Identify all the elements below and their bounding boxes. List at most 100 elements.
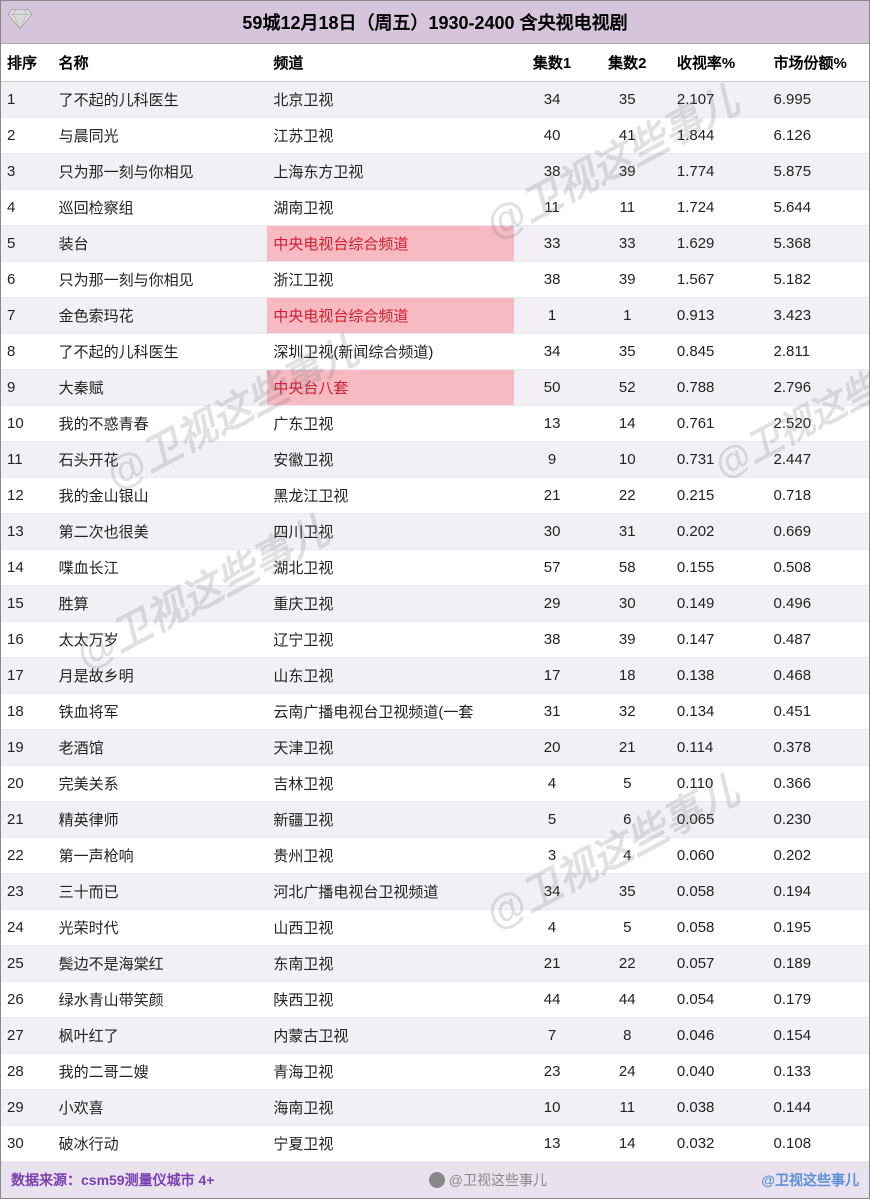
cell-name: 只为那一刻与你相见 bbox=[53, 154, 268, 190]
cell-channel: 贵州卫视 bbox=[267, 838, 514, 874]
cell-ep1: 21 bbox=[514, 478, 589, 514]
cell-channel: 北京卫视 bbox=[267, 82, 514, 118]
cell-share: 0.508 bbox=[762, 550, 869, 586]
cell-channel: 深圳卫视(新闻综合频道) bbox=[267, 334, 514, 370]
cell-channel: 青海卫视 bbox=[267, 1054, 514, 1090]
footer-weibo-text: @卫视这些事儿 bbox=[449, 1170, 547, 1190]
cell-ep1: 34 bbox=[514, 874, 589, 910]
cell-rank: 17 bbox=[1, 658, 53, 694]
cell-channel: 河北广播电视台卫视频道 bbox=[267, 874, 514, 910]
cell-name: 我的二哥二嫂 bbox=[53, 1054, 268, 1090]
cell-rating: 0.155 bbox=[665, 550, 762, 586]
cell-rating: 0.114 bbox=[665, 730, 762, 766]
cell-ep1: 4 bbox=[514, 766, 589, 802]
cell-share: 0.179 bbox=[762, 982, 869, 1018]
cell-name: 鬓边不是海棠红 bbox=[53, 946, 268, 982]
cell-rating: 0.138 bbox=[665, 658, 762, 694]
cell-name: 完美关系 bbox=[53, 766, 268, 802]
cell-ep1: 7 bbox=[514, 1018, 589, 1054]
table-row: 13第二次也很美四川卫视30310.2020.669 bbox=[1, 514, 869, 550]
cell-ep2: 52 bbox=[590, 370, 665, 406]
footer-weibo: @卫视这些事儿 bbox=[429, 1170, 547, 1190]
cell-share: 0.189 bbox=[762, 946, 869, 982]
cell-rank: 28 bbox=[1, 1054, 53, 1090]
cell-share: 2.447 bbox=[762, 442, 869, 478]
cell-rank: 9 bbox=[1, 370, 53, 406]
cell-ep1: 30 bbox=[514, 514, 589, 550]
cell-channel: 山东卫视 bbox=[267, 658, 514, 694]
ratings-table-container: 59城12月18日（周五）1930-2400 含央视电视剧 排序 名称 频道 集… bbox=[0, 0, 870, 1199]
table-row: 4巡回检察组湖南卫视11111.7245.644 bbox=[1, 190, 869, 226]
cell-name: 铁血将军 bbox=[53, 694, 268, 730]
col-header-rating: 收视率% bbox=[665, 44, 762, 82]
cell-share: 0.108 bbox=[762, 1126, 869, 1162]
cell-rank: 30 bbox=[1, 1126, 53, 1162]
cell-rating: 1.844 bbox=[665, 118, 762, 154]
cell-ep2: 1 bbox=[590, 298, 665, 334]
cell-channel: 云南广播电视台卫视频道(一套 bbox=[267, 694, 514, 730]
cell-rating: 1.774 bbox=[665, 154, 762, 190]
col-header-rank: 排序 bbox=[1, 44, 53, 82]
cell-rating: 1.567 bbox=[665, 262, 762, 298]
cell-rank: 4 bbox=[1, 190, 53, 226]
cell-rating: 0.038 bbox=[665, 1090, 762, 1126]
table-row: 26绿水青山带笑颜陕西卫视44440.0540.179 bbox=[1, 982, 869, 1018]
cell-ep2: 5 bbox=[590, 766, 665, 802]
table-row: 8了不起的儿科医生深圳卫视(新闻综合频道)34350.8452.811 bbox=[1, 334, 869, 370]
cell-ep2: 6 bbox=[590, 802, 665, 838]
cell-rating: 0.134 bbox=[665, 694, 762, 730]
col-header-channel: 频道 bbox=[267, 44, 514, 82]
cell-rating: 0.761 bbox=[665, 406, 762, 442]
table-row: 6只为那一刻与你相见浙江卫视38391.5675.182 bbox=[1, 262, 869, 298]
table-row: 23三十而已河北广播电视台卫视频道34350.0580.194 bbox=[1, 874, 869, 910]
table-row: 2与晨同光江苏卫视40411.8446.126 bbox=[1, 118, 869, 154]
cell-share: 0.496 bbox=[762, 586, 869, 622]
cell-ep1: 4 bbox=[514, 910, 589, 946]
cell-rank: 7 bbox=[1, 298, 53, 334]
ratings-table: 排序 名称 频道 集数1 集数2 收视率% 市场份额% 1了不起的儿科医生北京卫… bbox=[1, 44, 869, 1162]
cell-share: 2.811 bbox=[762, 334, 869, 370]
cell-ep1: 31 bbox=[514, 694, 589, 730]
cell-rating: 1.724 bbox=[665, 190, 762, 226]
cell-ep2: 22 bbox=[590, 946, 665, 982]
cell-name: 破冰行动 bbox=[53, 1126, 268, 1162]
cell-channel: 内蒙古卫视 bbox=[267, 1018, 514, 1054]
table-row: 25鬓边不是海棠红东南卫视21220.0570.189 bbox=[1, 946, 869, 982]
cell-channel: 中央台八套 bbox=[267, 370, 514, 406]
cell-ep1: 38 bbox=[514, 262, 589, 298]
cell-name: 我的不惑青春 bbox=[53, 406, 268, 442]
cell-share: 0.194 bbox=[762, 874, 869, 910]
cell-ep1: 20 bbox=[514, 730, 589, 766]
cell-rank: 27 bbox=[1, 1018, 53, 1054]
table-row: 11石头开花安徽卫视9100.7312.447 bbox=[1, 442, 869, 478]
cell-rating: 0.046 bbox=[665, 1018, 762, 1054]
cell-ep1: 38 bbox=[514, 154, 589, 190]
cell-ep2: 11 bbox=[590, 1090, 665, 1126]
table-row: 20完美关系吉林卫视450.1100.366 bbox=[1, 766, 869, 802]
cell-channel: 四川卫视 bbox=[267, 514, 514, 550]
cell-share: 0.669 bbox=[762, 514, 869, 550]
cell-name: 巡回检察组 bbox=[53, 190, 268, 226]
table-row: 3只为那一刻与你相见上海东方卫视38391.7745.875 bbox=[1, 154, 869, 190]
cell-ep2: 35 bbox=[590, 874, 665, 910]
cell-channel: 广东卫视 bbox=[267, 406, 514, 442]
cell-share: 0.718 bbox=[762, 478, 869, 514]
table-row: 22第一声枪响贵州卫视340.0600.202 bbox=[1, 838, 869, 874]
cell-share: 0.133 bbox=[762, 1054, 869, 1090]
cell-ep1: 33 bbox=[514, 226, 589, 262]
cell-rating: 0.215 bbox=[665, 478, 762, 514]
cell-channel: 湖南卫视 bbox=[267, 190, 514, 226]
cell-name: 第二次也很美 bbox=[53, 514, 268, 550]
cell-ep1: 13 bbox=[514, 1126, 589, 1162]
cell-name: 第一声枪响 bbox=[53, 838, 268, 874]
cell-name: 喋血长江 bbox=[53, 550, 268, 586]
cell-name: 老酒馆 bbox=[53, 730, 268, 766]
cell-name: 绿水青山带笑颜 bbox=[53, 982, 268, 1018]
cell-ep1: 10 bbox=[514, 1090, 589, 1126]
cell-ep2: 24 bbox=[590, 1054, 665, 1090]
cell-rating: 0.147 bbox=[665, 622, 762, 658]
table-row: 29小欢喜海南卫视10110.0380.144 bbox=[1, 1090, 869, 1126]
cell-name: 太太万岁 bbox=[53, 622, 268, 658]
cell-name: 了不起的儿科医生 bbox=[53, 334, 268, 370]
cell-ep1: 11 bbox=[514, 190, 589, 226]
